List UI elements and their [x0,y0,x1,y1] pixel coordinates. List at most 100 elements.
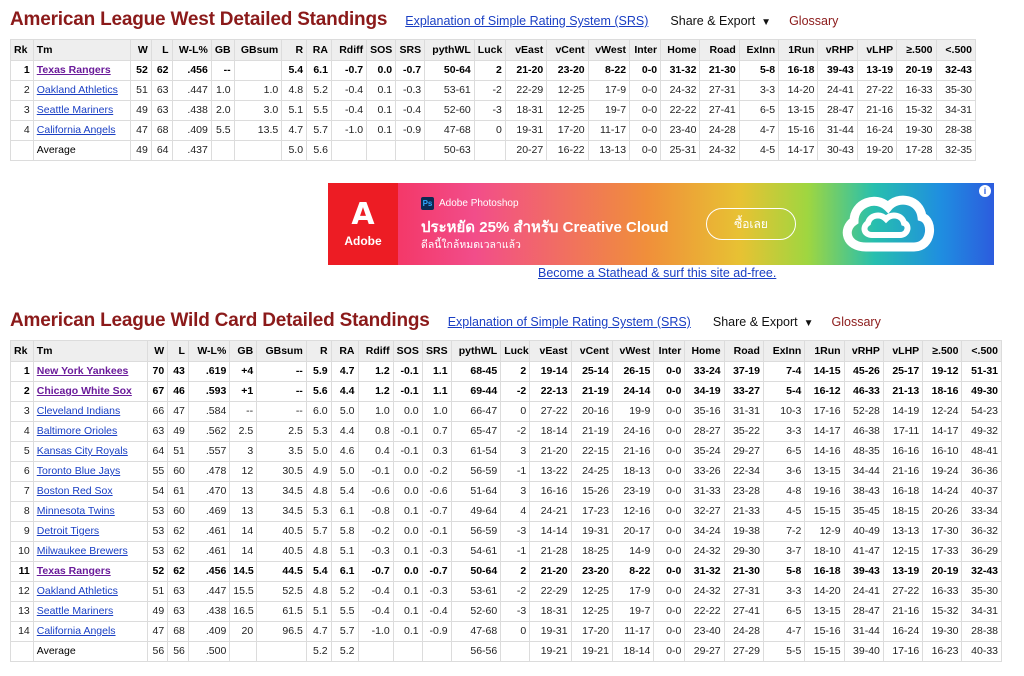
column-header[interactable]: SRS [395,39,426,61]
stat-cell: -0.4 [330,100,368,121]
column-header[interactable]: ≥.500 [922,340,963,362]
stat-cell: 19-9 [611,401,655,422]
column-header[interactable]: Rdiff [357,340,394,362]
ad-buy-button[interactable]: ซื้อเลย [706,208,796,240]
column-header[interactable]: 1Run [778,39,819,61]
team-link[interactable]: Boston Red Sox [36,485,113,497]
column-header[interactable]: 1Run [804,340,845,362]
column-header[interactable]: GBsum [256,340,307,362]
stat-cell: 0-0 [653,421,686,442]
column-header[interactable]: vLHP [882,340,924,362]
team-link[interactable]: Seattle Mariners [36,605,114,617]
column-header[interactable]: vRHP [843,340,884,362]
column-header[interactable]: vWest [587,39,631,61]
column-header[interactable]: Luck [500,340,531,362]
stat-cell: -0.7 [421,501,452,522]
column-header[interactable]: R [305,340,332,362]
column-header[interactable]: SOS [392,340,423,362]
column-header[interactable]: Home [684,340,725,362]
column-header[interactable]: W [130,39,152,61]
stat-cell: 51-31 [961,361,1002,382]
column-header[interactable]: RA [306,39,332,61]
column-header[interactable]: Rk [10,340,34,362]
column-header[interactable]: Road [699,39,740,61]
team-link[interactable]: Cleveland Indians [36,405,121,417]
stat-cell: 1.0 [357,401,394,422]
team-link[interactable]: California Angels [36,625,116,637]
stat-cell: 45-26 [843,361,884,382]
wildcard-srs-link[interactable]: Explanation of Simple Rating System (SRS… [447,315,691,329]
stat-cell: 16-24 [856,120,898,141]
stat-cell: 17-28 [896,140,937,161]
team-link[interactable]: Texas Rangers [36,565,111,577]
info-icon[interactable]: i [979,185,991,197]
stat-cell: 96.5 [256,621,307,642]
column-header[interactable]: RA [330,340,359,362]
team-link[interactable]: Oakland Athletics [36,585,118,597]
column-header[interactable]: Luck [473,39,506,61]
stat-cell: .500 [187,641,231,662]
column-header[interactable]: Rk [10,39,34,61]
team-link[interactable]: California Angels [36,124,116,136]
stat-cell: 34-31 [935,100,976,121]
column-header[interactable]: R [281,39,308,61]
column-header[interactable]: pythWL [424,39,475,61]
team-link[interactable]: Detroit Tigers [36,525,100,537]
column-header[interactable]: L [150,39,173,61]
column-header[interactable]: vCent [546,39,589,61]
stat-cell: 47 [167,401,189,422]
stat-cell: 14 [229,521,258,542]
column-header[interactable]: ExInn [762,340,806,362]
team-link[interactable]: Baltimore Orioles [36,425,118,437]
stat-cell: 5.3 [305,421,332,442]
west-glossary-link[interactable]: Glossary [789,14,839,28]
stat-cell: 0-0 [653,441,686,462]
team-link[interactable]: Chicago White Sox [36,385,132,397]
column-header[interactable]: GBsum [233,39,283,61]
wildcard-glossary-link[interactable]: Glossary [831,315,881,329]
column-header[interactable]: Rdiff [330,39,368,61]
column-header[interactable]: vLHP [856,39,898,61]
west-srs-link[interactable]: Explanation of Simple Rating System (SRS… [405,14,649,28]
column-header[interactable]: W [146,340,169,362]
column-header[interactable]: vEast [529,340,572,362]
team-link[interactable]: Oakland Athletics [36,84,118,96]
column-header[interactable]: vWest [611,340,655,362]
team-link[interactable]: Toronto Blue Jays [36,465,121,477]
column-header[interactable]: Inter [653,340,686,362]
column-header[interactable]: W-L% [171,39,212,61]
wildcard-share-export-menu[interactable]: Share & Export ▼ [713,315,814,329]
column-header[interactable]: pythWL [450,340,502,362]
column-header[interactable]: Home [660,39,701,61]
column-header[interactable]: Inter [629,39,662,61]
column-header[interactable]: GB [210,39,235,61]
column-header[interactable]: SRS [421,340,452,362]
column-header[interactable]: Tm [32,39,132,61]
column-header[interactable]: ≥.500 [896,39,937,61]
team-link[interactable]: Minnesota Twins [36,505,115,517]
team-link[interactable]: Seattle Mariners [36,104,114,116]
column-header[interactable]: <.500 [935,39,976,61]
column-header[interactable]: L [167,340,189,362]
column-header[interactable]: ExInn [738,39,780,61]
stat-cell: 5.2 [330,641,359,662]
column-header[interactable]: <.500 [961,340,1002,362]
column-header[interactable]: Tm [32,340,148,362]
column-header[interactable]: vEast [504,39,548,61]
adobe-logo-icon: A Adobe [328,183,398,265]
team-link[interactable]: Milwaukee Brewers [36,545,128,557]
team-link[interactable]: New York Yankees [36,365,129,377]
column-header[interactable]: GB [229,340,258,362]
stathead-link[interactable]: Become a Stathead & surf this site ad-fr… [538,266,777,280]
column-header[interactable]: vRHP [817,39,858,61]
west-share-export-menu[interactable]: Share & Export ▼ [670,14,771,28]
column-header[interactable]: Road [723,340,764,362]
ad-banner[interactable]: A Adobe Ps Adobe Photoshop ประหยัด 25% ส… [328,183,994,265]
column-header[interactable]: vCent [570,340,613,362]
adobe-glyph: A [351,197,375,232]
team-link[interactable]: Texas Rangers [36,64,111,76]
column-header[interactable]: W-L% [187,340,231,362]
team-link[interactable]: Kansas City Royals [36,445,128,457]
column-header[interactable]: SOS [366,39,397,61]
stat-cell: 18-10 [804,541,845,562]
